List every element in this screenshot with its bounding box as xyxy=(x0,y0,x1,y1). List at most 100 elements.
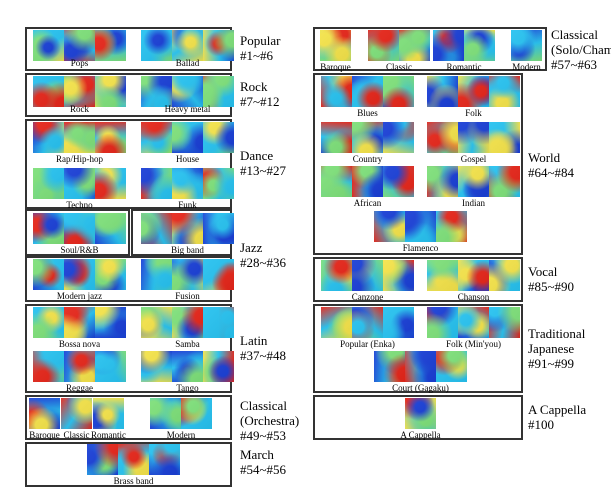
orch-romantic-label: Romantic xyxy=(91,430,126,440)
latin-category-label: Latin #37~#48 xyxy=(240,333,286,363)
classical-orchestra-category-line: Classical xyxy=(240,398,287,413)
orch-modern-thumbnail xyxy=(181,398,212,429)
country-thumbnail xyxy=(321,122,352,153)
rock-label: Rock xyxy=(70,104,89,114)
techno-thumbnail xyxy=(64,168,95,199)
big-band-label: Big band xyxy=(171,245,204,255)
rap-hip-hop-label: Rap/Hip-hop xyxy=(56,154,103,164)
rock-category-line: #7~#12 xyxy=(240,94,280,109)
march-category-line: #54~#56 xyxy=(240,462,287,477)
modern-jazz-thumbnail xyxy=(33,259,64,290)
indian-thumbnail xyxy=(427,166,458,197)
latin-box xyxy=(25,304,232,393)
solo-baroque-label: Baroque xyxy=(320,62,351,72)
gospel-thumbnail xyxy=(458,122,489,153)
trad-japanese-box xyxy=(313,304,523,393)
vocal-box xyxy=(313,257,523,302)
classical-solo-category-line: #57~#63 xyxy=(551,57,598,72)
blues-thumbnail xyxy=(352,76,383,107)
court-gagaku-thumbnail xyxy=(405,351,436,382)
jazz-category-line: #28~#36 xyxy=(240,255,287,270)
african-thumbnail xyxy=(383,166,414,197)
march-category-line: March xyxy=(240,447,274,462)
fusion-thumbnail xyxy=(203,259,234,290)
country-thumbnail xyxy=(383,122,414,153)
a-cappella-label: A Cappella xyxy=(400,430,441,440)
tango-thumbnail xyxy=(203,351,234,382)
a-cappella-thumbnail xyxy=(405,398,436,429)
court-gagaku-label: Court (Gagaku) xyxy=(392,383,449,393)
big-band-thumbnail xyxy=(141,213,172,244)
modern-jazz-label: Modern jazz xyxy=(56,291,103,301)
rock-thumbnail xyxy=(95,76,126,107)
vocal-category-line: Vocal xyxy=(528,264,558,279)
brass-band-thumbnail xyxy=(87,444,118,475)
dance-category-label: Dance #13~#27 xyxy=(240,148,286,178)
house-thumbnail xyxy=(141,122,172,153)
heavy-metal-thumbnail xyxy=(203,76,234,107)
dance-category-line: Dance xyxy=(240,148,274,163)
flamenco-thumbnail xyxy=(374,211,405,242)
soul-rnb-thumbnail xyxy=(33,213,64,244)
orch-classic-thumbnail xyxy=(61,398,92,429)
ballad-thumbnail xyxy=(172,30,203,61)
brass-band-thumbnail xyxy=(118,444,149,475)
solo-classic-label: Classic xyxy=(386,62,412,72)
folk-label: Folk xyxy=(465,108,482,118)
big-band-thumbnail xyxy=(203,213,234,244)
popular-category-label: Popular #1~#6 xyxy=(240,33,280,63)
ballad-label: Ballad xyxy=(175,58,200,68)
a-cappella-box xyxy=(313,395,523,440)
rap-hip-hop-thumbnail xyxy=(95,122,126,153)
pops-thumbnail xyxy=(64,30,95,61)
canzone-thumbnail xyxy=(321,260,352,291)
gospel-thumbnail xyxy=(427,122,458,153)
dance-ext-box xyxy=(25,209,130,256)
samba-label: Samba xyxy=(175,339,200,349)
folk-minyou-label: Folk (Min'you) xyxy=(446,339,501,349)
blues-label: Blues xyxy=(357,108,378,118)
indian-thumbnail xyxy=(489,166,520,197)
solo-classic-thumbnail xyxy=(399,30,430,61)
indian-label: Indian xyxy=(462,198,485,208)
a-cappella-category-line: A Cappella xyxy=(528,402,587,417)
chanson-thumbnail xyxy=(489,260,520,291)
funk-thumbnail xyxy=(172,168,203,199)
dance-category-line: #13~#27 xyxy=(240,163,287,178)
country-thumbnail xyxy=(352,122,383,153)
world-box xyxy=(313,73,523,255)
reggae-thumbnail xyxy=(95,351,126,382)
ballad-thumbnail xyxy=(203,30,234,61)
bossa-nova-thumbnail xyxy=(95,307,126,338)
rap-hip-hop-thumbnail xyxy=(64,122,95,153)
classical-solo-category-line: (Solo/Chamber) xyxy=(551,42,611,57)
chanson-thumbnail xyxy=(427,260,458,291)
bossa-nova-label: Bossa nova xyxy=(58,339,101,349)
house-label: House xyxy=(176,154,199,164)
march-category-label: March #54~#56 xyxy=(240,447,286,477)
folk-minyou-thumbnail xyxy=(489,307,520,338)
house-thumbnail xyxy=(172,122,203,153)
vocal-category-line: #85~#90 xyxy=(528,279,575,294)
samba-thumbnail xyxy=(203,307,234,338)
court-gagaku-thumbnail xyxy=(374,351,405,382)
brass-band-label: Brass band xyxy=(113,476,154,486)
ballad-thumbnail xyxy=(141,30,172,61)
rap-hip-hop-thumbnail xyxy=(33,122,64,153)
classical-orch-box xyxy=(25,395,232,440)
techno-thumbnail xyxy=(33,168,64,199)
solo-romantic-thumbnail xyxy=(433,30,464,61)
latin-category-line: Latin xyxy=(240,333,268,348)
country-label: Country xyxy=(352,154,383,164)
soul-rnb-thumbnail xyxy=(64,213,95,244)
fusion-thumbnail xyxy=(141,259,172,290)
orch-modern-thumbnail xyxy=(150,398,181,429)
march-box xyxy=(25,442,232,487)
jazz-category-line: Jazz xyxy=(240,240,263,255)
heavy-metal-label: Heavy metal xyxy=(164,104,211,114)
gospel-thumbnail xyxy=(489,122,520,153)
flamenco-label: Flamenco xyxy=(402,243,439,253)
indian-thumbnail xyxy=(458,166,489,197)
folk-minyou-thumbnail xyxy=(458,307,489,338)
classical-orchestra-category-line: #49~#53 xyxy=(240,428,287,443)
